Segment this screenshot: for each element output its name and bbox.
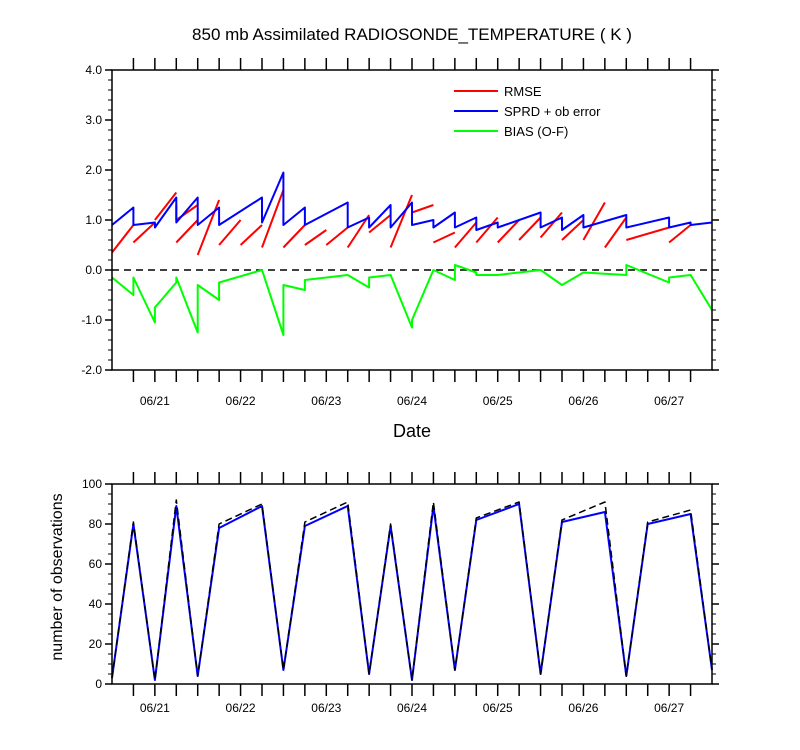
top-series-0-line: [196, 199, 221, 256]
top-series-0-line: [325, 226, 349, 246]
top-series-2-line: [111, 264, 713, 336]
bottom-x-tick-label: 06/27: [654, 701, 684, 715]
top-series-0-line: [304, 229, 327, 246]
top-panel: 850 mb Assimilated RADIOSONDE_TEMPERATUR…: [81, 25, 719, 441]
top-series-0-line: [561, 219, 585, 241]
top-series-0-line: [518, 216, 542, 241]
top-series-0-line: [582, 202, 606, 241]
top-y-tick-label: -2.0: [81, 363, 102, 377]
top-y-tick-label: 2.0: [85, 163, 102, 177]
top-series-0-line: [175, 219, 199, 244]
bottom-plot-data: [111, 499, 713, 681]
top-series-0-line: [368, 214, 392, 234]
bottom-y-tick-label: 100: [82, 477, 102, 491]
x-axis-label: Date: [393, 421, 431, 441]
top-y-tick-label: 3.0: [85, 113, 102, 127]
top-x-tick-label: 06/23: [311, 394, 341, 408]
bottom-series-1-line: [111, 499, 713, 681]
top-series-0-line: [261, 189, 285, 248]
legend-label-1: SPRD + ob error: [504, 104, 601, 119]
top-series-0-line: [496, 219, 520, 244]
top-series-0-line: [389, 194, 413, 248]
bottom-x-tick-label: 06/22: [226, 701, 256, 715]
top-series-0-line: [626, 226, 670, 241]
top-y-tick-label: 4.0: [85, 63, 102, 77]
top-x-tick-label: 06/27: [654, 394, 684, 408]
bottom-y-tick-label: 40: [89, 597, 103, 611]
bottom-panel: 100 80 60 40 20 0 06/21 06/22 06/23 06/24 06/25 06/…: [49, 472, 719, 715]
top-plot-data: [111, 171, 713, 336]
top-series-0-line: [411, 204, 434, 214]
top-series-0-line: [454, 221, 478, 249]
top-series-0-line: [132, 221, 156, 244]
top-y-tick-label: 0.0: [85, 263, 102, 277]
top-legend: RMSE SPRD + ob error BIAS (O-F): [454, 84, 601, 139]
top-series-0-line: [604, 216, 628, 249]
top-series-0-line: [282, 224, 306, 249]
bottom-x-tick-label: 06/23: [311, 701, 341, 715]
top-series-0-line: [432, 231, 456, 244]
chart-title: 850 mb Assimilated RADIOSONDE_TEMPERATUR…: [192, 25, 632, 44]
top-y-tick-label: 1.0: [85, 213, 102, 227]
bottom-y-tick-label: 0: [95, 677, 102, 691]
top-series-0-line: [475, 216, 499, 244]
bottom-x-tick-label: 06/21: [140, 701, 170, 715]
y-axis-label-observations: number of observations: [49, 493, 66, 660]
bottom-x-tick-label: 06/25: [483, 701, 513, 715]
top-axis-ticks: 4.0 3.0 2.0 1.0 0.0 -1.0 -2.0 06/21 06/22 06/23 06…: [81, 58, 719, 408]
bottom-y-tick-label: 60: [89, 557, 103, 571]
top-series-0-line: [239, 224, 263, 246]
top-series-0-line: [154, 191, 178, 221]
top-x-tick-label: 06/22: [226, 394, 256, 408]
bottom-x-tick-label: 06/24: [397, 701, 427, 715]
top-series-0-line: [111, 224, 135, 254]
top-x-tick-label: 06/25: [483, 394, 513, 408]
bottom-x-tick-label: 06/26: [568, 701, 598, 715]
bottom-plot-frame: [111, 483, 713, 685]
bottom-series-0-line: [111, 503, 713, 681]
top-x-tick-label: 06/24: [397, 394, 427, 408]
top-series-0-line: [346, 214, 370, 249]
legend-label-0: RMSE: [504, 84, 542, 99]
top-x-tick-label: 06/21: [140, 394, 170, 408]
bottom-y-tick-label: 80: [89, 517, 103, 531]
top-y-tick-label: -1.0: [81, 313, 102, 327]
top-series-0-line: [539, 211, 563, 239]
bottom-y-tick-label: 20: [89, 637, 103, 651]
top-series-1-line: [111, 171, 713, 231]
top-x-tick-label: 06/26: [568, 394, 598, 408]
legend-label-2: BIAS (O-F): [504, 124, 568, 139]
top-series-0-line: [668, 224, 692, 244]
bottom-axis-ticks: 100 80 60 40 20 0 06/21 06/22 06/23 06/24 06/25 06/…: [82, 472, 719, 715]
top-series-0-line: [218, 219, 242, 246]
